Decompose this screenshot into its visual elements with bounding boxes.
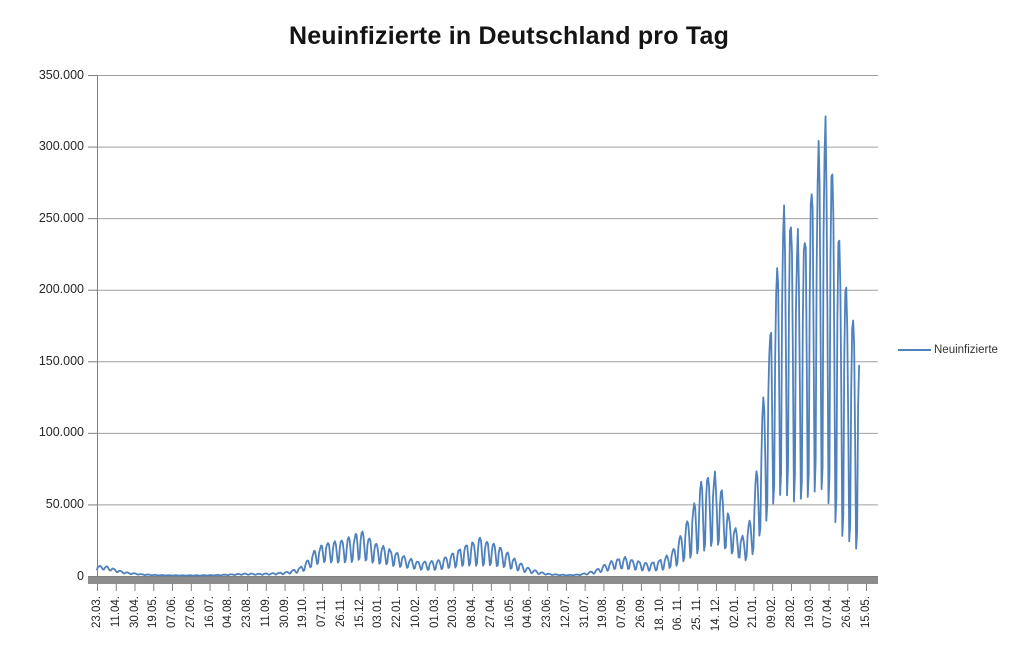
x-axis-label: 21.01. bbox=[747, 596, 760, 628]
x-axis-label: 26.11. bbox=[334, 596, 347, 628]
x-axis-label: 07.09. bbox=[616, 596, 629, 628]
x-axis-label: 31.07. bbox=[578, 596, 591, 628]
chart-title: Neuinfizierte in Deutschland pro Tag bbox=[288, 22, 730, 50]
x-axis-label: 22.01. bbox=[391, 596, 404, 628]
x-axis-label: 20.03. bbox=[447, 596, 460, 628]
x-axis-label: 02.01. bbox=[728, 596, 741, 628]
x-axis-label: 15.05. bbox=[860, 596, 872, 628]
x-axis-label: 06. 11. bbox=[672, 596, 685, 631]
y-axis-label: 100.000 bbox=[38, 425, 84, 440]
x-axis-label: 01.03. bbox=[428, 596, 441, 628]
x-axis-label: 03.01. bbox=[372, 596, 385, 628]
axes bbox=[88, 75, 878, 577]
y-axis-label: 250.000 bbox=[38, 210, 84, 225]
x-axis-ticks bbox=[97, 584, 867, 591]
x-axis-label: 18. 10. bbox=[653, 596, 666, 632]
x-axis-label: 26.09. bbox=[634, 596, 647, 628]
y-axis-label: 50.000 bbox=[45, 496, 84, 511]
x-axis-label: 04.06. bbox=[522, 596, 535, 628]
x-axis-label: 14. 12. bbox=[709, 596, 722, 632]
x-axis-label: 27.04. bbox=[484, 596, 497, 628]
x-axis-label: 11.04. bbox=[109, 596, 122, 628]
y-axis-label: 350.000 bbox=[38, 67, 84, 82]
x-axis-label: 07.06. bbox=[166, 596, 179, 628]
x-axis-label: 19.10. bbox=[297, 596, 310, 628]
x-axis-label: 10.02. bbox=[409, 596, 422, 628]
x-axis-label: 23.03. bbox=[91, 596, 103, 628]
series-line-neuinfizierte bbox=[96, 115, 860, 577]
x-axis-label: 25. 11. bbox=[691, 596, 704, 631]
x-axis-label: 23.06. bbox=[541, 596, 554, 628]
gridlines bbox=[97, 75, 878, 506]
x-axis-label: 12.07. bbox=[559, 596, 572, 628]
x-axis-label: 11.09. bbox=[259, 596, 272, 628]
x-axis-label: 04.08. bbox=[222, 596, 235, 628]
x-axis-label: 28.02. bbox=[784, 596, 797, 628]
x-axis-label: 19.05. bbox=[147, 596, 160, 628]
legend-label: Neuinfizierte bbox=[934, 344, 998, 356]
x-axis-label: 19.08. bbox=[597, 596, 610, 628]
x-axis-label: 15.12. bbox=[353, 596, 366, 628]
x-axis-label: 19.03. bbox=[803, 596, 816, 628]
x-axis-bar bbox=[88, 577, 878, 584]
legend-line-marker-icon bbox=[898, 348, 931, 352]
x-axis-label: 23.08. bbox=[241, 596, 254, 628]
y-axis-label: 150.000 bbox=[38, 353, 84, 368]
y-axis-ticks bbox=[88, 75, 97, 577]
y-axis-label: 300.000 bbox=[38, 139, 84, 154]
y-axis-label: 0 bbox=[77, 568, 84, 583]
x-axis-label: 26.04. bbox=[841, 596, 854, 628]
y-axis-label: 200.000 bbox=[38, 282, 84, 297]
x-axis-label: 08.04. bbox=[466, 596, 479, 628]
x-axis-label: 16.05. bbox=[503, 596, 516, 628]
x-axis-label: 09.02. bbox=[766, 596, 779, 628]
x-axis-label: 07.04. bbox=[822, 596, 835, 628]
x-axis-label: 07.11. bbox=[316, 596, 329, 628]
x-axis-label: 30.09. bbox=[278, 596, 291, 628]
x-axis-label: 30.04. bbox=[128, 596, 141, 628]
legend: Neuinfizierte bbox=[898, 344, 998, 356]
x-axis-label: 16.07. bbox=[203, 596, 216, 628]
x-axis-label: 27.06. bbox=[184, 596, 197, 628]
